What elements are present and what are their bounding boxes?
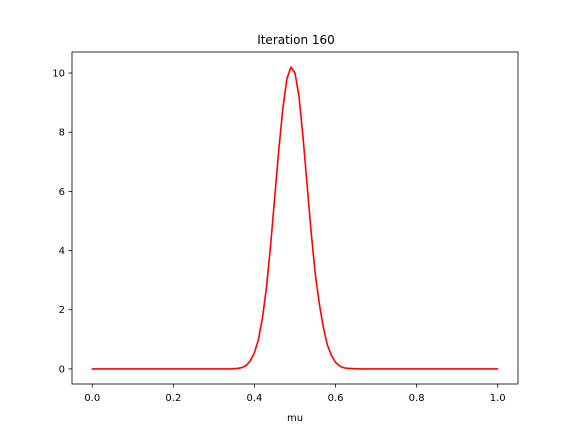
x-axis-label: mu bbox=[287, 413, 303, 424]
y-tick-label: 4 bbox=[59, 246, 65, 257]
x-tick-label: 0.8 bbox=[409, 393, 425, 404]
x-axis-ticks: 0.0 0.2 0.4 0.6 0.8 1.0 bbox=[84, 384, 506, 404]
y-tick-label: 6 bbox=[59, 187, 65, 198]
x-tick-label: 0.4 bbox=[247, 393, 263, 404]
plot-area bbox=[71, 51, 519, 385]
x-tick-label: 1.0 bbox=[490, 393, 506, 404]
y-tick-label: 2 bbox=[59, 305, 65, 316]
series-line-density bbox=[91, 66, 499, 370]
y-axis-ticks: 0 2 4 6 8 10 bbox=[52, 69, 72, 375]
x-tick-label: 0.2 bbox=[165, 393, 181, 404]
y-tick-label: 0 bbox=[59, 364, 65, 375]
axes-frame bbox=[71, 51, 519, 385]
x-tick-label: 0.6 bbox=[328, 393, 344, 404]
x-tick-label: 0.0 bbox=[84, 393, 100, 404]
y-tick-label: 8 bbox=[59, 128, 65, 139]
chart-title: Iteration 160 bbox=[257, 33, 335, 47]
y-tick-label: 10 bbox=[52, 69, 65, 80]
